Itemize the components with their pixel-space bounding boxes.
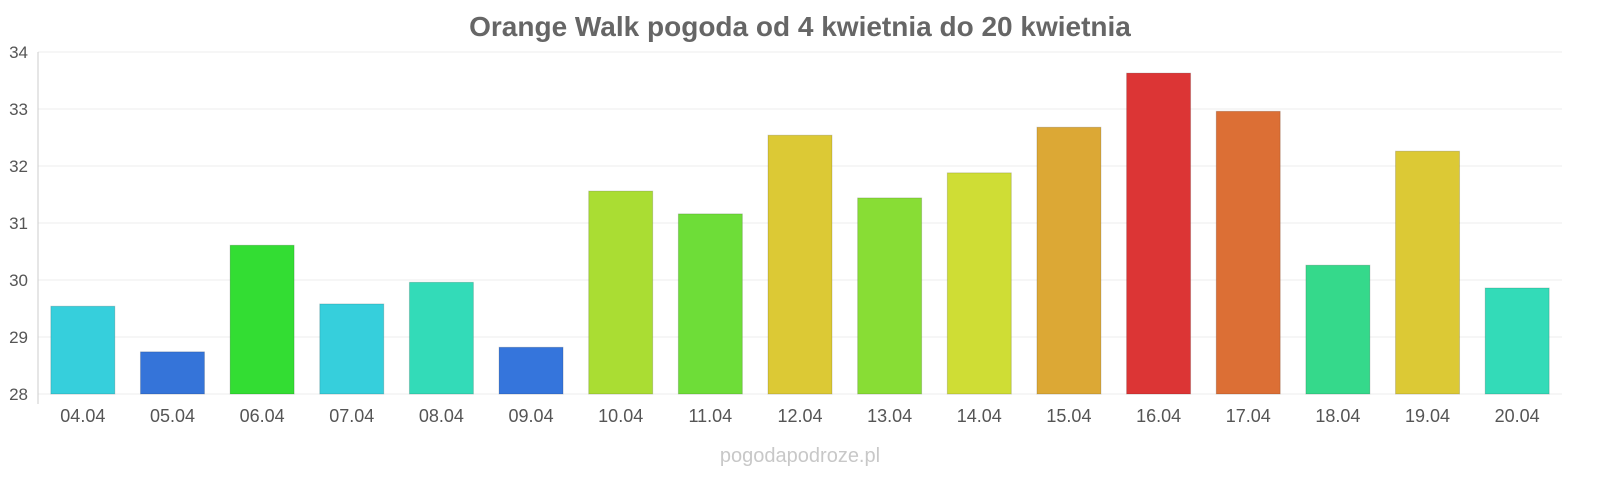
- x-tick-label: 04.04: [60, 406, 105, 426]
- bar-10.04: [588, 190, 654, 395]
- y-tick-label: 32: [9, 157, 28, 176]
- y-tick-label: 33: [9, 100, 28, 119]
- watermark: pogodapodroze.pl: [720, 445, 880, 467]
- x-tick-label: 08.04: [419, 406, 464, 426]
- y-tick-label: 30: [9, 271, 28, 290]
- bar-09.04: [498, 346, 564, 395]
- bar-14.04: [946, 172, 1012, 395]
- y-tick-label: 28: [9, 385, 28, 404]
- x-tick-label: 19.04: [1405, 406, 1450, 426]
- x-tick-label: 09.04: [509, 406, 554, 426]
- bar-06.04: [229, 244, 295, 395]
- x-tick-label: 12.04: [777, 406, 822, 426]
- bar-16.04: [1126, 72, 1192, 395]
- x-tick-label: 10.04: [598, 406, 643, 426]
- x-tick-label: 07.04: [329, 406, 374, 426]
- x-tick-label: 05.04: [150, 406, 195, 426]
- x-tick-label: 06.04: [240, 406, 285, 426]
- y-tick-label: 31: [9, 214, 28, 233]
- x-tick-label: 14.04: [957, 406, 1002, 426]
- x-tick-label: 17.04: [1226, 406, 1271, 426]
- x-tick-label: 16.04: [1136, 406, 1181, 426]
- bar-15.04: [1036, 126, 1102, 395]
- bar-05.04: [139, 351, 205, 395]
- y-tick-label: 29: [9, 328, 28, 347]
- x-tick-label: 20.04: [1495, 406, 1540, 426]
- x-tick-label: 13.04: [867, 406, 912, 426]
- x-tick-label: 15.04: [1046, 406, 1091, 426]
- bar-08.04: [408, 281, 474, 395]
- bar-04.04: [50, 305, 116, 395]
- bar-19.04: [1395, 150, 1461, 395]
- bar-17.04: [1215, 110, 1281, 395]
- x-tick-label: 18.04: [1315, 406, 1360, 426]
- bar-07.04: [319, 303, 385, 395]
- bar-11.04: [677, 213, 743, 395]
- chart-title: Orange Walk pogoda od 4 kwietnia do 20 k…: [469, 11, 1131, 42]
- bar-13.04: [857, 197, 923, 395]
- x-tick-label: 11.04: [688, 406, 732, 426]
- y-tick-label: 34: [9, 43, 28, 62]
- bar-20.04: [1484, 287, 1550, 395]
- bar-12.04: [767, 134, 833, 395]
- bar-18.04: [1305, 264, 1371, 395]
